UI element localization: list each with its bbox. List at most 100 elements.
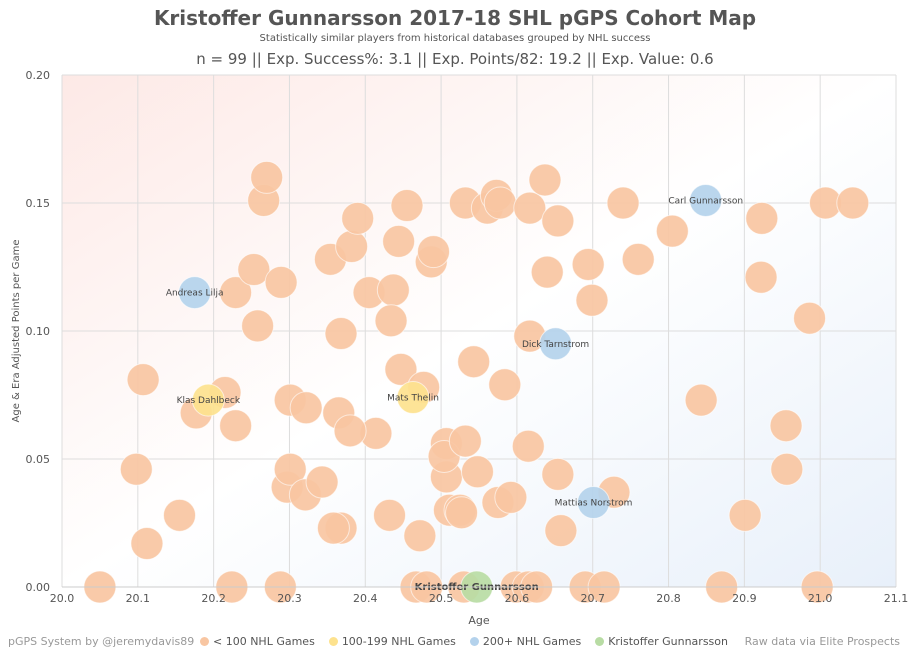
y-tick-label: 0.10: [26, 325, 51, 338]
legend-dot-100-199: [328, 637, 338, 646]
bubble-lt100: [373, 498, 407, 532]
x-tick-label: 20.8: [656, 592, 681, 605]
bubble-lt100: [528, 163, 562, 197]
bubble-lt100: [544, 514, 578, 548]
legend-item-subject: Kristoffer Gunnarsson: [595, 635, 728, 648]
x-tick-label: 20.1: [126, 592, 151, 605]
legend-dot-200plus: [469, 637, 479, 646]
point-label: Mattias Norstrom: [555, 499, 633, 509]
x-tick-label: 20.5: [429, 592, 454, 605]
bubble-lt100: [836, 186, 870, 220]
chart-stats: n = 99 || Exp. Success%: 3.1 || Exp. Poi…: [196, 50, 714, 68]
point-label: Mats Thelin: [387, 394, 439, 404]
bubble-lt100: [237, 253, 271, 287]
legend: < 100 NHL Games 100-199 NHL Games 200+ N…: [200, 635, 728, 648]
bubble-lt100: [219, 276, 253, 310]
bubble-lt100: [384, 352, 418, 386]
bubble-lt100: [448, 424, 482, 458]
bubble-lt100: [341, 201, 375, 235]
x-tick-label: 21.1: [884, 592, 909, 605]
bubble-lt100: [530, 255, 564, 289]
axes: 20.0 20.1 20.2 20.3 20.4 20.5 20.6 20.7 20.8 20.9…: [26, 69, 909, 605]
bubble-lt100: [382, 224, 416, 258]
bubble-lt100: [250, 160, 284, 194]
bubble-lt100: [324, 317, 358, 351]
bubble-lt100: [457, 345, 491, 379]
bubble-g200: [539, 327, 573, 361]
bubble-lt100: [655, 214, 689, 248]
chart-title: Kristoffer Gunnarsson 2017-18 SHL pGPS C…: [153, 6, 757, 30]
y-axis-label: Age & Era Adjusted Points per Game: [11, 240, 22, 423]
legend-label: Kristoffer Gunnarsson: [608, 635, 728, 648]
bubble-lt100: [333, 414, 367, 448]
y-tick-label: 0.05: [26, 453, 51, 466]
x-tick-label: 20.4: [353, 592, 378, 605]
bubble-lt100: [744, 260, 778, 294]
bubble-lt100: [483, 186, 517, 220]
point-label: Carl Gunnarsson: [668, 196, 743, 206]
bubble-lt100: [575, 283, 609, 317]
bubble-lt100: [728, 498, 762, 532]
bubble-g200: [178, 276, 212, 310]
bubbles: [83, 160, 870, 604]
legend-label: 100-199 NHL Games: [341, 635, 456, 648]
bubble-lt100: [793, 301, 827, 335]
bubble-lt100: [241, 309, 275, 343]
bubble-lt100: [316, 511, 350, 545]
chart-subtitle: Statistically similar players from histo…: [259, 33, 651, 44]
bubble-lt100: [119, 452, 153, 486]
bubble-lt100: [511, 429, 545, 463]
x-tick-label: 20.7: [580, 592, 605, 605]
footer-credit: pGPS System by @jeremydavis89: [8, 635, 195, 648]
bubble-lt100: [770, 452, 804, 486]
bubble-lt100: [513, 191, 547, 225]
x-tick-label: 20.2: [201, 592, 226, 605]
bubble-lt100: [264, 265, 298, 299]
legend-dot-lt100: [200, 637, 209, 646]
x-tick-label: 20.6: [505, 592, 530, 605]
bubble-g100_199: [191, 383, 225, 417]
bubble-lt100: [305, 465, 339, 499]
bubble-g200: [576, 486, 610, 520]
bubble-lt100: [163, 498, 197, 532]
legend-label: 200+ NHL Games: [482, 635, 582, 648]
y-tick-label: 0.15: [26, 197, 51, 210]
bubble-lt100: [273, 452, 307, 486]
bubble-lt100: [130, 526, 164, 560]
bubble-lt100: [403, 519, 437, 553]
legend-item-200plus: 200+ NHL Games: [469, 635, 582, 648]
bubble-g200: [689, 183, 723, 217]
bubble-lt100: [390, 189, 424, 223]
legend-item-lt100: < 100 NHL Games: [200, 635, 315, 648]
bubble-lt100: [488, 368, 522, 402]
footer-source: Raw data via Elite Prospects: [744, 635, 900, 648]
bubble-lt100: [374, 304, 408, 338]
bubble-lt100: [769, 409, 803, 443]
bubble-lt100: [126, 363, 160, 397]
x-axis-label: Age: [468, 614, 490, 627]
bubble-lt100: [571, 247, 605, 281]
bubble-lt100: [541, 457, 575, 491]
x-tick-label: 20.9: [732, 592, 757, 605]
bubble-lt100: [445, 496, 479, 530]
bubble-lt100: [417, 235, 451, 269]
bubble-lt100: [460, 455, 494, 489]
legend-dot-subject: [595, 637, 605, 646]
bubble-lt100: [684, 383, 718, 417]
point-label: Andreas Lilja: [166, 289, 224, 299]
x-tick-label: 20.0: [50, 592, 75, 605]
bubble-lt100: [335, 230, 369, 264]
bubble-lt100: [376, 273, 410, 307]
point-label: Dick Tarnstrom: [522, 340, 589, 350]
legend-item-100-199: 100-199 NHL Games: [328, 635, 456, 648]
bubble-lt100: [541, 204, 575, 238]
bubble-g100_199: [396, 381, 430, 415]
legend-label: < 100 NHL Games: [213, 635, 315, 648]
bubble-lt100: [745, 201, 779, 235]
bubble-lt100: [494, 480, 528, 514]
y-tick-label: 0.00: [26, 581, 51, 594]
bubble-lt100: [289, 391, 323, 425]
point-label: Klas Dahlbeck: [177, 396, 241, 406]
y-tick-label: 0.20: [26, 69, 51, 82]
